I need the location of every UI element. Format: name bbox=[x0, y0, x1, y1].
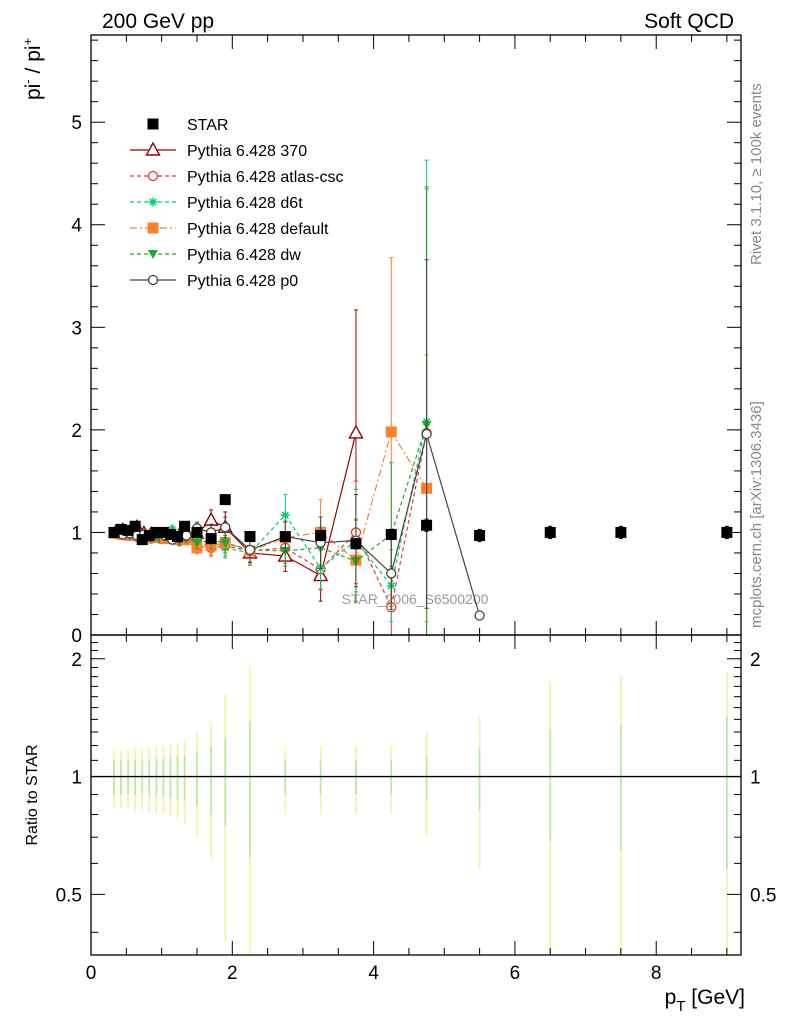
main-y-tick-label: 1 bbox=[71, 523, 82, 544]
main-axis-ticks: 0 1 2 3 4 5 bbox=[71, 35, 741, 647]
data-point bbox=[544, 526, 556, 538]
legend-entry: Pythia 6.428 dw bbox=[130, 247, 301, 264]
legend-entry: Pythia 6.428 p0 bbox=[130, 273, 298, 290]
legend: STAR Pythia 6.428 370 Pythia 6.428 atlas-c… bbox=[130, 117, 344, 290]
x-tick-label: 4 bbox=[368, 963, 379, 984]
ratio-y-tick-label: 0.5 bbox=[56, 885, 82, 906]
x-tick-label: 6 bbox=[510, 963, 521, 984]
data-point bbox=[421, 519, 433, 531]
legend-marker bbox=[145, 141, 161, 156]
series-line bbox=[115, 421, 428, 588]
data-point bbox=[474, 530, 486, 542]
data-point bbox=[315, 530, 327, 542]
data-point bbox=[108, 526, 120, 538]
data-point bbox=[421, 428, 432, 440]
data-point bbox=[721, 526, 733, 538]
legend-marker bbox=[147, 170, 159, 182]
legend-entry: Pythia 6.428 d6t bbox=[130, 195, 303, 212]
data-point bbox=[203, 511, 219, 526]
ratio-uncertainty-band bbox=[91, 667, 741, 955]
data-point bbox=[191, 526, 203, 538]
data-point bbox=[143, 530, 155, 542]
legend-label: Pythia 6.428 d6t bbox=[187, 195, 303, 212]
legend-label: Pythia 6.428 p0 bbox=[187, 273, 298, 290]
analysis-watermark: STAR_2006_S6500200 bbox=[342, 591, 489, 607]
series-group bbox=[108, 494, 733, 550]
legend-marker bbox=[148, 250, 158, 259]
legend-entry: STAR bbox=[147, 117, 228, 134]
legend-entry: Pythia 6.428 370 bbox=[130, 141, 307, 160]
ratio-y-tick-label: 1 bbox=[71, 768, 82, 789]
legend-marker bbox=[147, 274, 159, 286]
series-group bbox=[110, 259, 485, 621]
ratio-y-tick-label: 2 bbox=[71, 650, 82, 671]
header-right-title: Soft QCD bbox=[644, 10, 734, 33]
data-point bbox=[474, 610, 485, 621]
data-point bbox=[244, 544, 256, 556]
legend-marker bbox=[147, 118, 159, 130]
data-point bbox=[205, 533, 217, 545]
rivet-side-label: Rivet 3.1.10, ≥ 100k events bbox=[748, 83, 765, 265]
x-tick-label: 2 bbox=[227, 963, 238, 984]
data-point bbox=[179, 520, 191, 532]
data-point bbox=[348, 424, 364, 439]
data-point bbox=[164, 528, 176, 540]
data-point bbox=[385, 426, 397, 438]
mcplots-side-label: mcplots.cern.ch [arXiv:1306.3436] bbox=[748, 401, 765, 628]
data-point bbox=[181, 530, 192, 541]
main-series-layer bbox=[108, 159, 733, 636]
legend-label: STAR bbox=[187, 117, 228, 134]
data-point bbox=[172, 531, 184, 543]
legend-label: Pythia 6.428 atlas-csc bbox=[187, 169, 344, 186]
data-point bbox=[350, 538, 362, 550]
x-axis-label: pT [GeV] bbox=[665, 986, 745, 1015]
data-point bbox=[244, 531, 256, 543]
data-point bbox=[115, 523, 127, 535]
series-line bbox=[115, 432, 428, 610]
data-point bbox=[129, 520, 141, 532]
main-y-tick-label: 3 bbox=[71, 318, 82, 339]
ratio-y-tick-label-right: 1 bbox=[750, 768, 761, 789]
data-point bbox=[191, 538, 202, 548]
ratio-y-tick-label-right: 0.5 bbox=[750, 885, 776, 906]
legend-label: Pythia 6.428 dw bbox=[187, 247, 301, 264]
header-left-title: 200 GeV pp bbox=[102, 10, 214, 33]
main-y-tick-label: 4 bbox=[71, 216, 82, 237]
legend-label: Pythia 6.428 370 bbox=[187, 143, 307, 160]
main-y-axis-label: pi- / pi+ bbox=[20, 38, 45, 100]
ratio-axis-ticks: 0.5 0.5 1 1 2 2 0 2 4 6 8 bbox=[56, 635, 776, 984]
data-point bbox=[220, 522, 231, 533]
legend-marker bbox=[148, 197, 158, 207]
data-point bbox=[219, 494, 231, 506]
data-point bbox=[279, 531, 291, 543]
data-point bbox=[385, 528, 397, 540]
main-y-tick-label: 5 bbox=[71, 113, 82, 134]
data-point bbox=[136, 534, 148, 546]
series-line bbox=[115, 432, 357, 577]
data-point bbox=[280, 510, 290, 520]
data-point bbox=[157, 526, 169, 538]
legend-entry: Pythia 6.428 atlas-csc bbox=[130, 169, 344, 186]
data-point bbox=[615, 526, 627, 538]
main-y-tick-label: 2 bbox=[71, 421, 82, 442]
series-group bbox=[108, 309, 364, 602]
data-point bbox=[150, 526, 162, 538]
x-tick-label: 8 bbox=[651, 963, 662, 984]
main-y-tick-label: 0 bbox=[71, 626, 82, 647]
ratio-y-tick-label-right: 2 bbox=[750, 650, 761, 671]
legend-marker bbox=[147, 222, 159, 234]
ratio-y-axis-label: Ratio to STAR bbox=[24, 744, 41, 845]
data-point bbox=[386, 568, 397, 579]
ratio-plot-frame bbox=[90, 634, 742, 956]
legend-entry: Pythia 6.428 default bbox=[130, 221, 329, 238]
x-tick-label: 0 bbox=[86, 963, 97, 984]
data-point bbox=[122, 524, 134, 536]
legend-label: Pythia 6.428 default bbox=[187, 221, 329, 238]
data-point bbox=[220, 538, 231, 548]
